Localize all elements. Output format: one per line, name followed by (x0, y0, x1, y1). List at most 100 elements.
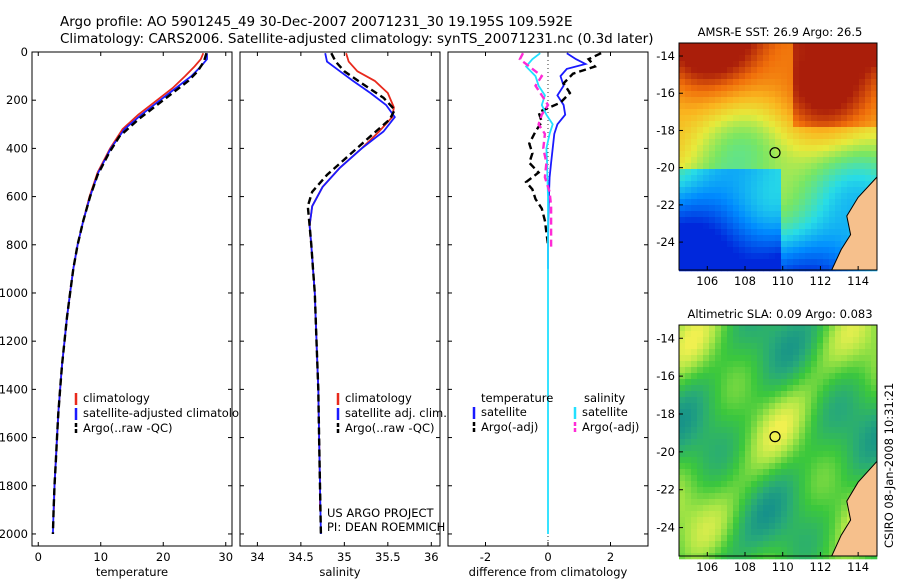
map-cell (847, 379, 854, 386)
map-cell (841, 157, 848, 164)
map-cell (691, 433, 698, 440)
map-cell (727, 139, 734, 146)
map-cell (685, 331, 692, 338)
map-cell (787, 349, 794, 356)
map-cell (697, 43, 704, 50)
map-cell (769, 211, 776, 218)
map-cell (763, 73, 770, 80)
map-cell (745, 73, 752, 80)
map-cell (763, 415, 770, 422)
map-cell (853, 109, 860, 116)
map-cell (745, 511, 752, 518)
map-cell (763, 523, 770, 530)
map-cell (769, 55, 776, 62)
map-cell (871, 439, 878, 446)
map-cell (685, 541, 692, 548)
map-cell (721, 115, 728, 122)
map-cell (799, 205, 806, 212)
map-cell (871, 385, 878, 392)
map-cell (811, 43, 818, 50)
map-cell (745, 133, 752, 140)
map-cell (793, 505, 800, 512)
map-cell (703, 133, 710, 140)
map-cell (865, 169, 872, 176)
map-cell (823, 133, 830, 140)
map-cell (775, 109, 782, 116)
map-cell (805, 265, 812, 272)
map-cell (775, 529, 782, 536)
map-cell (793, 481, 800, 488)
map-cell (751, 373, 758, 380)
map-cell (709, 529, 716, 536)
map-cell (823, 379, 830, 386)
map-cell (733, 541, 740, 548)
map-cell (847, 445, 854, 452)
map-cell (805, 523, 812, 530)
map-cell (781, 79, 788, 86)
map-cell (805, 535, 812, 542)
map-cell (829, 349, 836, 356)
map-cell (793, 79, 800, 86)
map-cell (757, 55, 764, 62)
map-cell (739, 211, 746, 218)
map-cell (799, 445, 806, 452)
map-cell (781, 121, 788, 128)
map-cell (709, 121, 716, 128)
map-cell (769, 103, 776, 110)
map-cell (835, 481, 842, 488)
map-cell (745, 121, 752, 128)
map-cell (793, 193, 800, 200)
map-cell (853, 115, 860, 122)
map-cell (733, 193, 740, 200)
map-cell (727, 211, 734, 218)
map-cell (727, 49, 734, 56)
map-cell (769, 427, 776, 434)
map-cell (745, 55, 752, 62)
map-cell (757, 541, 764, 548)
map-cell (757, 43, 764, 50)
map-cell (763, 403, 770, 410)
map-cell (697, 217, 704, 224)
map-cell (769, 223, 776, 230)
map-cell (805, 109, 812, 116)
map-cell (745, 211, 752, 218)
map-cell (793, 523, 800, 530)
map-cell (679, 151, 686, 158)
map-cell (763, 325, 770, 332)
map-cell (685, 205, 692, 212)
map-cell (727, 433, 734, 440)
map-cell (751, 535, 758, 542)
map-cell (787, 505, 794, 512)
map-cell (697, 91, 704, 98)
map-cell (715, 127, 722, 134)
map-cell (697, 331, 704, 338)
map-cell (823, 265, 830, 272)
map-cell (847, 199, 854, 206)
map-cell (823, 223, 830, 230)
map-cell (763, 79, 770, 86)
map-cell (793, 199, 800, 206)
map-cell (703, 121, 710, 128)
map-cell (835, 157, 842, 164)
map-cell (703, 67, 710, 74)
map-cell (829, 481, 836, 488)
map-cell (817, 439, 824, 446)
map-cell (823, 355, 830, 362)
map-cell (859, 343, 866, 350)
map-cell (751, 205, 758, 212)
map-cell (703, 517, 710, 524)
map-cell (781, 241, 788, 248)
map-cell (691, 541, 698, 548)
map-cell (835, 79, 842, 86)
map-cell (829, 475, 836, 482)
map-cell (823, 499, 830, 506)
map-cell (727, 547, 734, 554)
map-cell (757, 199, 764, 206)
map-cell (715, 265, 722, 272)
map-cell (691, 391, 698, 398)
map-cell (847, 43, 854, 50)
map-cell (745, 79, 752, 86)
map-cell (715, 121, 722, 128)
map-cell (817, 49, 824, 56)
map-cell (715, 199, 722, 206)
